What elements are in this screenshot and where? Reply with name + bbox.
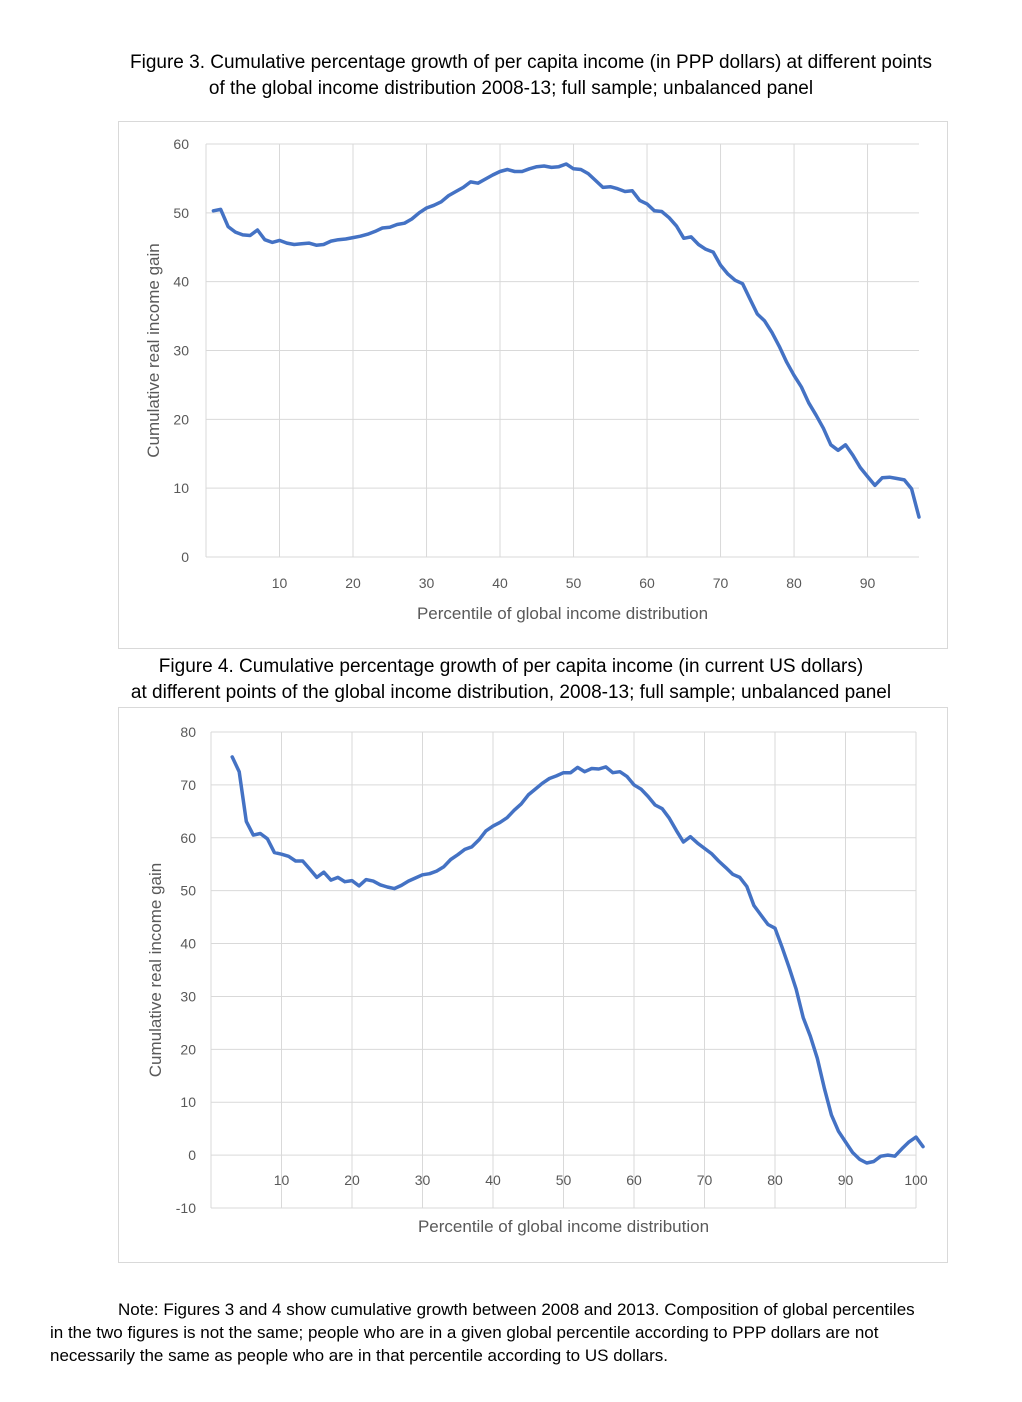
y-tick-label: 0	[181, 549, 189, 565]
x-tick-label: 50	[556, 1172, 572, 1188]
x-tick-label: 70	[713, 575, 729, 591]
x-tick-label: 10	[274, 1172, 290, 1188]
note-line-2: in the two figures is not the same; peop…	[50, 1323, 879, 1342]
x-tick-label: 60	[639, 575, 655, 591]
y-axis-label: Cumulative real income gain	[144, 243, 163, 458]
x-tick-label: 90	[860, 575, 876, 591]
y-tick-label: 30	[180, 988, 196, 1004]
x-axis-label: Percentile of global income distribution	[418, 1217, 709, 1236]
x-tick-label: 10	[272, 575, 288, 591]
x-tick-label: 80	[767, 1172, 783, 1188]
y-tick-label: 0	[188, 1147, 196, 1163]
note-line-3: necessarily the same as people who are i…	[50, 1346, 669, 1365]
x-tick-label: 100	[904, 1172, 928, 1188]
x-tick-label: 50	[566, 575, 582, 591]
figure-3-title: Figure 3. Cumulative percentage growth o…	[0, 50, 1022, 102]
x-tick-label: 30	[415, 1172, 431, 1188]
y-tick-label: 40	[180, 936, 196, 952]
series-line	[211, 162, 921, 519]
figure-4-title-line-2: at different points of the global income…	[130, 682, 892, 703]
figure-3-title-line-2: of the global income distribution 2008-1…	[208, 78, 814, 99]
figure-3-title-line-1: Figure 3. Cumulative percentage growth o…	[130, 52, 932, 73]
y-tick-label: 50	[180, 883, 196, 899]
y-tick-label: 60	[180, 830, 196, 846]
y-tick-label: 40	[173, 274, 189, 290]
figure-3-chart: 0 10 20 30 40 50 60 10 20 30 40 50 60 70 80 90 Percentil…	[118, 121, 948, 649]
x-tick-label: 60	[626, 1172, 642, 1188]
y-axis-label: Cumulative real income gain	[146, 863, 165, 1078]
x-tick-label: 20	[344, 1172, 360, 1188]
x-tick-label: 80	[786, 575, 802, 591]
figure-note: Note: Figures 3 and 4 show cumulative gr…	[50, 1298, 950, 1367]
x-tick-label: 40	[485, 1172, 501, 1188]
y-tick-label: 80	[180, 724, 196, 740]
y-tick-label: 60	[173, 136, 189, 152]
x-tick-label: 90	[838, 1172, 854, 1188]
y-tick-label: 30	[173, 343, 189, 359]
figure-3-plot: 0 10 20 30 40 50 60 10 20 30 40 50 60 70 80 90 Percentil…	[144, 136, 921, 623]
figure-4-title-line-1: Figure 4. Cumulative percentage growth o…	[158, 656, 864, 677]
y-tick-label: 10	[173, 480, 189, 496]
figure-4-title: Figure 4. Cumulative percentage growth o…	[0, 654, 1022, 706]
x-tick-label: 70	[697, 1172, 713, 1188]
y-tick-label: 20	[180, 1041, 196, 1057]
note-line-1: Note: Figures 3 and 4 show cumulative gr…	[118, 1300, 915, 1319]
x-tick-label: 40	[492, 575, 508, 591]
figure-4-chart: -10 0 10 20 30 40 50 60 70 80 10 20 30 40 50 60 70 80 90 10…	[118, 707, 948, 1263]
y-tick-label: -10	[176, 1200, 196, 1216]
x-tick-label: 30	[419, 575, 435, 591]
y-tick-label: 50	[173, 205, 189, 221]
y-tick-label: 10	[180, 1094, 196, 1110]
figure-4-plot: -10 0 10 20 30 40 50 60 70 80 10 20 30 40 50 60 70 80 90 10…	[146, 724, 928, 1236]
x-tick-label: 20	[345, 575, 361, 591]
y-tick-label: 20	[173, 411, 189, 427]
series-line	[230, 755, 925, 1165]
x-axis-label: Percentile of global income distribution	[417, 604, 708, 623]
y-tick-label: 70	[180, 777, 196, 793]
